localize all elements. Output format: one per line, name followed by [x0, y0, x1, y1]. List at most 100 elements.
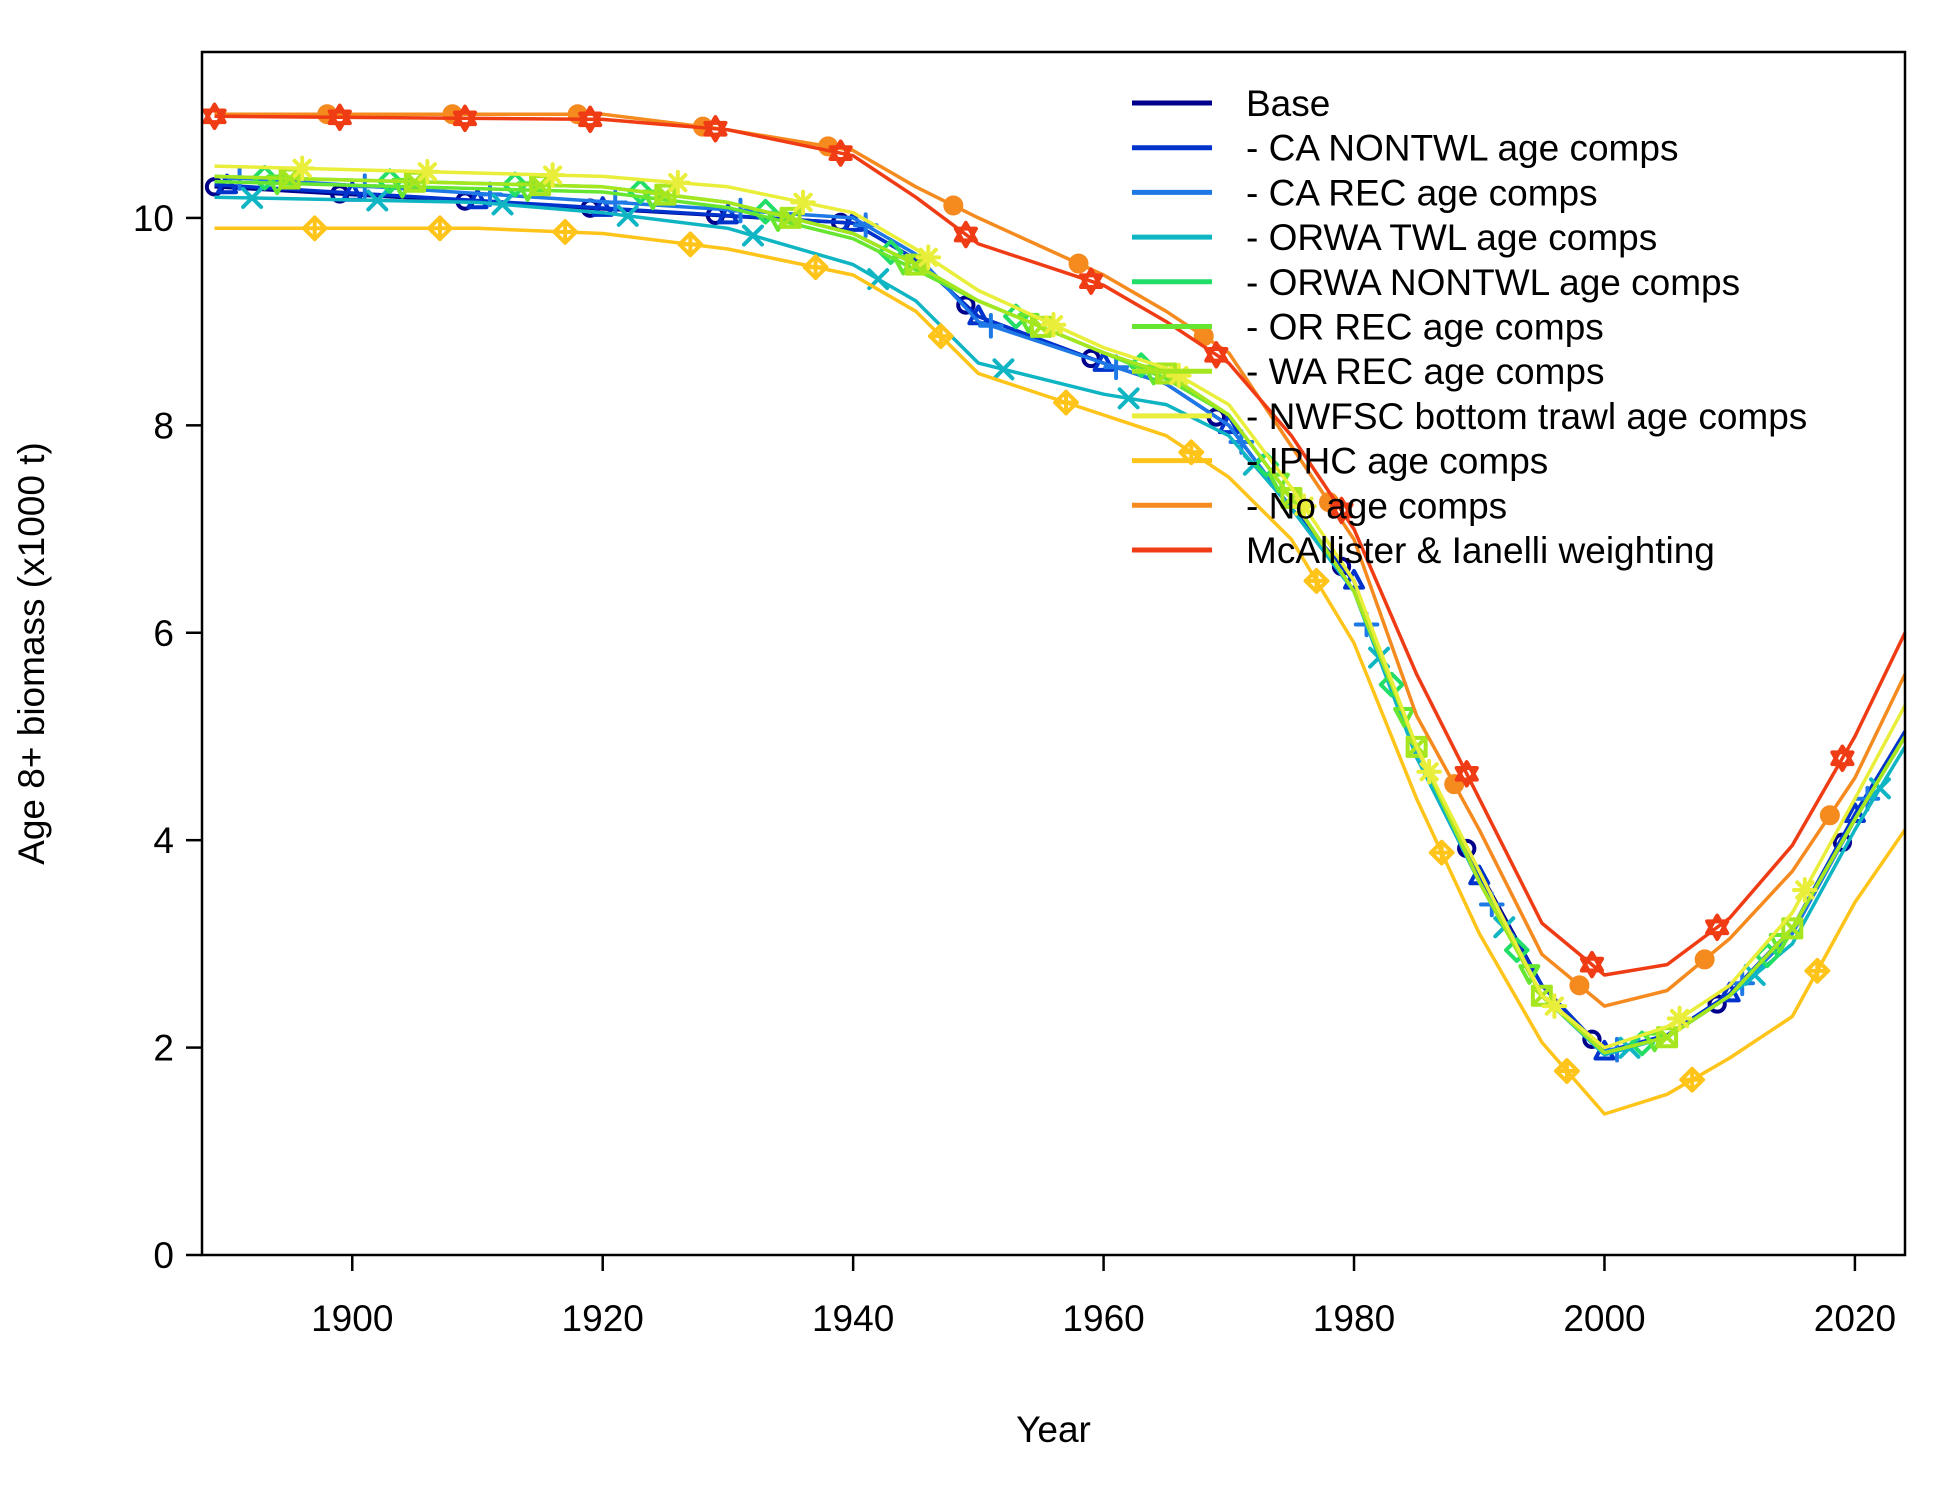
data-point	[1792, 877, 1818, 903]
y-tick-label: 4	[153, 820, 174, 861]
data-point	[1504, 937, 1530, 963]
data-point	[1743, 963, 1766, 986]
data-point	[1804, 958, 1831, 984]
legend-item: - No age comps	[1132, 485, 1507, 526]
data-point	[953, 220, 978, 249]
series-markers	[289, 155, 1818, 1032]
y-tick-label: 10	[133, 198, 174, 239]
y-tick-label: 6	[153, 613, 174, 654]
data-point	[289, 155, 315, 182]
legend-item: - CA REC age comps	[1132, 172, 1598, 213]
legend-item: - NWFSC bottom trawl age comps	[1132, 396, 1807, 437]
x-tick-label: 1960	[1062, 1298, 1144, 1339]
y-tick-label: 2	[153, 1028, 174, 1069]
data-point	[1303, 568, 1330, 594]
x-tick-label: 2000	[1563, 1298, 1645, 1339]
data-point	[491, 193, 514, 216]
data-point	[1518, 964, 1541, 985]
series-line	[214, 112, 1907, 1008]
series-8	[214, 155, 1907, 1050]
data-point	[1705, 913, 1730, 941]
data-point	[1068, 253, 1089, 274]
legend-item: - OR REC age comps	[1132, 307, 1604, 348]
data-point	[1291, 493, 1317, 520]
legend-item: - IPHC age comps	[1132, 441, 1548, 482]
data-point	[978, 312, 1004, 339]
series-line	[214, 114, 1907, 977]
series-line	[214, 164, 1907, 1050]
data-point	[915, 244, 942, 271]
legend-item: - ORWA NONTWL age comps	[1132, 262, 1740, 303]
legend-label: - NWFSC bottom trawl age comps	[1246, 396, 1807, 437]
data-point	[327, 103, 352, 132]
data-point	[943, 195, 964, 216]
data-point	[1204, 341, 1229, 369]
data-point	[477, 181, 503, 208]
data-point	[578, 105, 603, 134]
series-markers	[301, 215, 1831, 1093]
data-point	[251, 164, 278, 191]
data-point	[202, 102, 227, 130]
data-point	[216, 173, 239, 195]
data-point	[301, 215, 328, 242]
data-point	[1582, 1029, 1602, 1049]
y-axis-title: Age 8+ biomass (x1000 t)	[11, 442, 52, 865]
series-line	[214, 174, 1907, 1055]
series-1	[204, 177, 1907, 1055]
legend: Base- CA NONTWL age comps- CA REC age co…	[1132, 83, 1807, 571]
data-point	[779, 206, 802, 229]
series-layer	[202, 102, 1907, 1116]
data-point	[790, 189, 816, 216]
data-point	[627, 178, 654, 205]
data-point	[1569, 975, 1590, 996]
series-line	[214, 174, 1907, 1055]
data-point	[1554, 1058, 1580, 1084]
data-point	[1768, 933, 1791, 954]
legend-label: - CA REC age comps	[1246, 172, 1598, 213]
legend-label: - WA REC age comps	[1246, 351, 1604, 392]
x-axis-title: Year	[1016, 1409, 1091, 1450]
series-markers	[216, 173, 1866, 1061]
legend-label: - ORWA TWL age comps	[1246, 217, 1657, 258]
series-line	[214, 182, 1907, 1054]
data-point	[1541, 993, 1568, 1019]
data-point	[1117, 387, 1140, 410]
legend-item: McAllister & Ianelli weighting	[1132, 530, 1715, 571]
series-line	[214, 174, 1907, 1055]
legend-item: - ORWA TWL age comps	[1132, 217, 1657, 258]
data-point	[502, 171, 528, 198]
data-point	[828, 139, 853, 167]
data-point	[992, 358, 1015, 381]
legend-label: McAllister & Ianelli weighting	[1246, 530, 1715, 571]
series-6	[214, 174, 1907, 1055]
data-point	[1165, 362, 1192, 389]
legend-label: - No age comps	[1246, 485, 1507, 526]
legend-label: - OR REC age comps	[1246, 307, 1604, 348]
x-tick-label: 1940	[812, 1298, 894, 1339]
series-11	[202, 102, 1907, 979]
data-point	[616, 204, 639, 227]
data-point	[1656, 1026, 1679, 1049]
data-point	[452, 104, 478, 133]
x-tick-label: 1900	[311, 1298, 393, 1339]
data-point	[802, 254, 829, 280]
data-point	[1707, 994, 1727, 1014]
data-point	[1819, 805, 1840, 826]
data-point	[591, 196, 614, 217]
data-point	[539, 162, 566, 188]
data-point	[665, 169, 691, 196]
data-point	[752, 198, 779, 225]
data-point	[1267, 472, 1290, 494]
data-point	[703, 115, 728, 143]
data-point	[1078, 267, 1104, 295]
data-point	[1053, 389, 1079, 416]
data-point	[377, 168, 403, 194]
data-point	[552, 219, 578, 245]
legend-item: Base	[1132, 83, 1330, 124]
series-line	[214, 179, 1907, 1055]
y-tick-label: 0	[153, 1235, 174, 1276]
data-point	[1454, 760, 1479, 788]
data-point	[466, 188, 489, 210]
data-point	[1579, 950, 1605, 979]
data-point	[1343, 569, 1366, 590]
